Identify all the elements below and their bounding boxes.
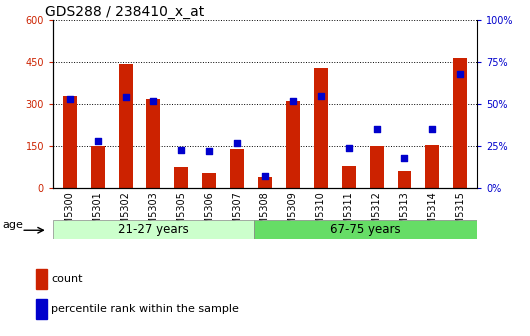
Bar [398,171,411,188]
Bar [146,98,161,188]
Point [316,93,325,98]
Bar [342,166,356,188]
Point [344,145,353,151]
Bar [63,96,77,188]
Point [233,140,241,145]
Point [121,95,130,100]
Point [289,98,297,103]
Point [400,155,409,161]
Bar [286,101,300,188]
Point [66,96,74,102]
Point [261,174,269,179]
Text: percentile rank within the sample: percentile rank within the sample [51,304,239,314]
Point [177,147,186,152]
Bar [53,220,254,239]
Text: 21-27 years: 21-27 years [118,223,189,236]
Bar [426,145,439,188]
Point [93,138,102,144]
Bar [254,220,477,239]
Bar [174,167,188,188]
Bar [36,299,47,319]
Point [205,149,214,154]
Bar [258,177,272,188]
Bar [36,269,47,289]
Bar [202,173,216,188]
Point [149,98,157,103]
Text: 67-75 years: 67-75 years [330,223,401,236]
Point [456,71,464,77]
Bar [453,58,467,188]
Text: GDS288 / 238410_x_at: GDS288 / 238410_x_at [45,5,204,19]
Bar [314,68,328,188]
Text: count: count [51,274,83,284]
Bar [91,146,104,188]
Bar [230,149,244,188]
Bar [119,64,132,188]
Point [373,127,381,132]
Point [428,127,437,132]
Bar [369,146,384,188]
Text: age: age [3,220,23,230]
